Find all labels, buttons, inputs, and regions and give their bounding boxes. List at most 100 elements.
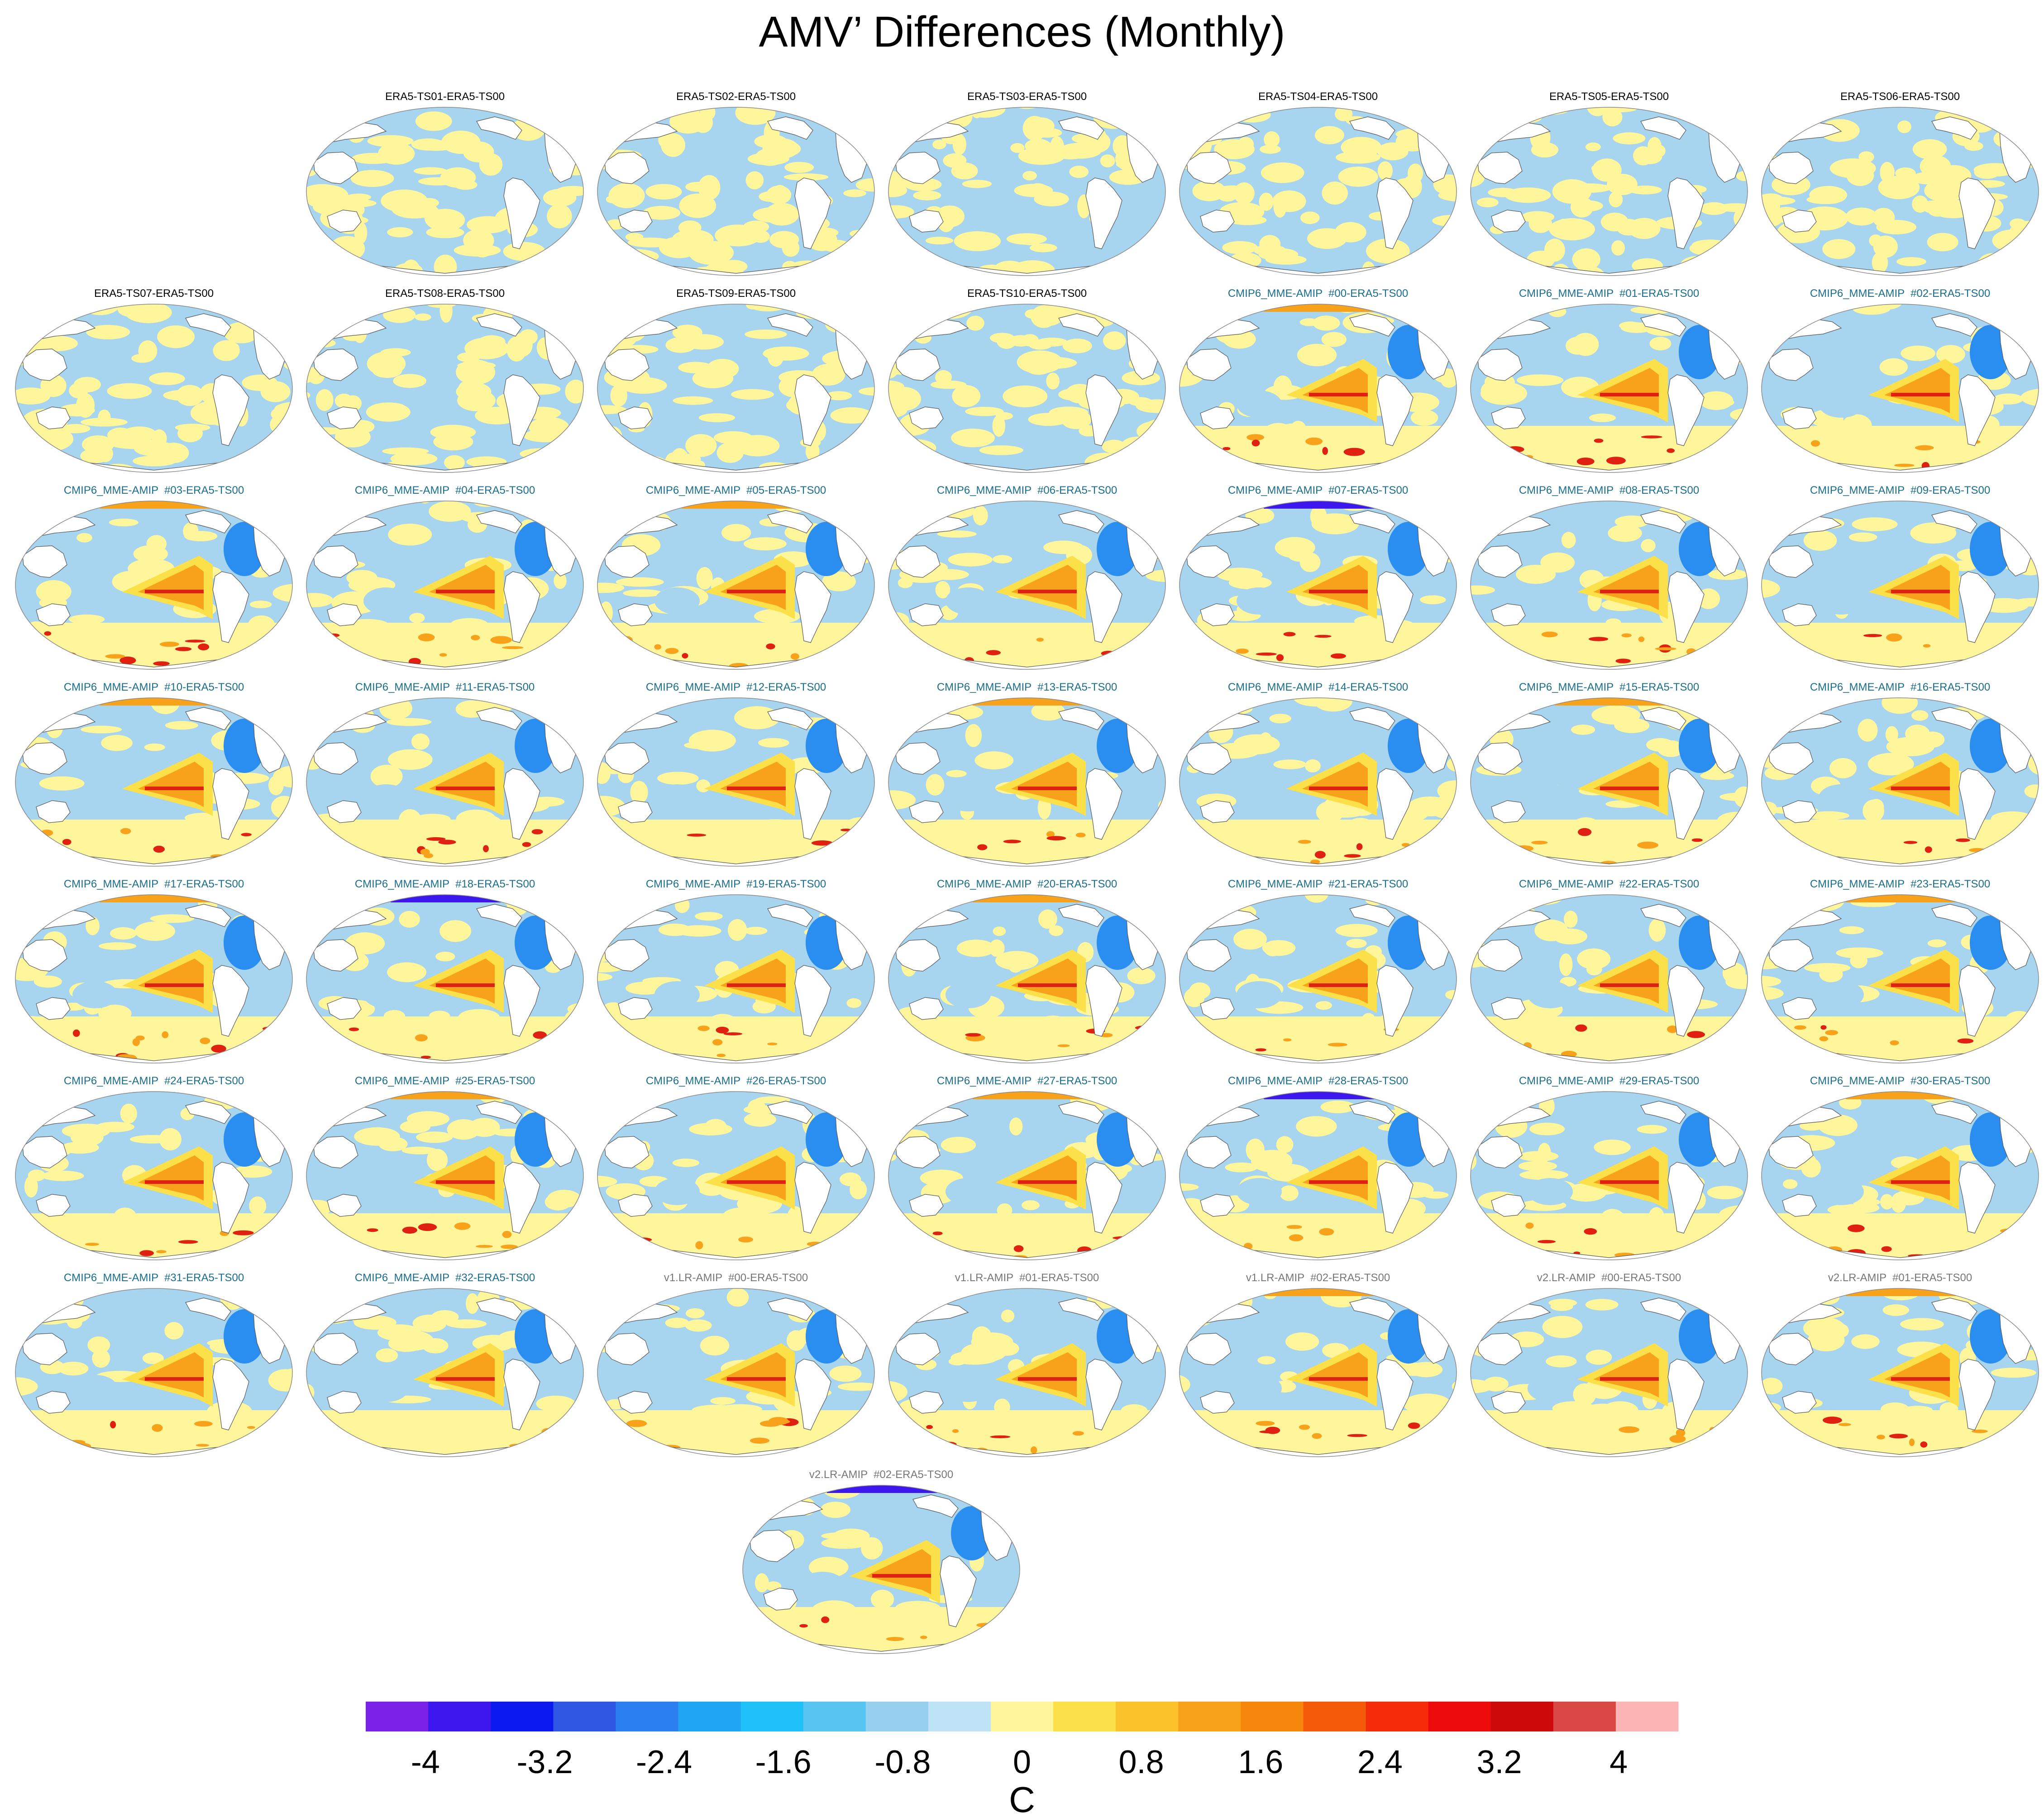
panel-title: CMIP6_MME-AMIP #09-ERA5-TS00 [1810, 484, 1991, 496]
map-border [306, 304, 584, 473]
world-map [306, 1091, 584, 1260]
map-border [1761, 1288, 2039, 1457]
colorbar-tick-label: -0.8 [874, 1744, 931, 1780]
map-panel: CMIP6_MME-AMIP #02-ERA5-TS00 [1755, 287, 2044, 477]
colorbar-bin [1366, 1702, 1429, 1731]
map-border [306, 1288, 584, 1457]
map-border [597, 1091, 875, 1260]
colorbar-tick-label: 4 [1609, 1744, 1628, 1780]
panel-title: v2.LR-AMIP #02-ERA5-TS00 [809, 1469, 954, 1481]
panel-title: CMIP6_MME-AMIP #21-ERA5-TS00 [1227, 878, 1409, 890]
world-map [1179, 107, 1457, 276]
colorbar-bin [1428, 1702, 1491, 1731]
world-map [306, 501, 584, 670]
panel-title: ERA5-TS05-ERA5-TS00 [1549, 91, 1669, 103]
map-panel: v2.LR-AMIP #01-ERA5-TS00 [1755, 1272, 2044, 1462]
colorbar-bin [616, 1702, 678, 1731]
world-map [306, 304, 584, 473]
map-border [1470, 697, 1748, 867]
panel-title: CMIP6_MME-AMIP #03-ERA5-TS00 [63, 484, 244, 496]
map-border [597, 1288, 875, 1457]
map-panel: CMIP6_MME-AMIP #29-ERA5-TS00 [1464, 1075, 1754, 1265]
world-map [306, 894, 584, 1063]
panel-title: CMIP6_MME-AMIP #27-ERA5-TS00 [936, 1075, 1118, 1087]
map-panel: CMIP6_MME-AMIP #00-ERA5-TS00 [1173, 287, 1463, 477]
colorbar-bin [428, 1702, 491, 1731]
world-map [1179, 697, 1457, 867]
panel-title: CMIP6_MME-AMIP #31-ERA5-TS00 [63, 1272, 244, 1284]
world-map [1761, 304, 2039, 473]
colorbar-bin [740, 1702, 804, 1731]
map-panel: ERA5-TS05-ERA5-TS00 [1464, 91, 1754, 281]
panel-title: ERA5-TS07-ERA5-TS00 [94, 287, 214, 300]
colorbar-bin [1241, 1702, 1304, 1731]
panel-title: v2.LR-AMIP #01-ERA5-TS00 [1828, 1272, 1972, 1284]
colorbar-tick-label: -2.4 [636, 1744, 692, 1780]
map-border [1470, 501, 1748, 670]
colorbar-tick-label: 0 [1013, 1744, 1031, 1780]
colorbar-tick-label: 2.4 [1357, 1744, 1403, 1780]
map-panel: CMIP6_MME-AMIP #13-ERA5-TS00 [882, 681, 1172, 871]
panel-title: CMIP6_MME-AMIP #22-ERA5-TS00 [1519, 878, 1700, 890]
map-panel: v2.LR-AMIP #02-ERA5-TS00 [736, 1469, 1026, 1659]
map-border [742, 1485, 1020, 1654]
colorbar-bin [1303, 1702, 1366, 1731]
map-panel: CMIP6_MME-AMIP #26-ERA5-TS00 [591, 1075, 881, 1265]
colorbar-bin [491, 1702, 554, 1731]
map-border [888, 1288, 1166, 1457]
map-border [597, 894, 875, 1063]
world-map [306, 1288, 584, 1457]
world-map [597, 1288, 875, 1457]
map-panel: CMIP6_MME-AMIP #15-ERA5-TS00 [1464, 681, 1754, 871]
map-panel: CMIP6_MME-AMIP #30-ERA5-TS00 [1755, 1075, 2044, 1265]
map-border [15, 894, 293, 1063]
panel-title: CMIP6_MME-AMIP #10-ERA5-TS00 [63, 681, 244, 693]
colorbar-tick-label: 0.8 [1119, 1744, 1164, 1780]
map-panel: ERA5-TS10-ERA5-TS00 [882, 287, 1172, 477]
map-border [1761, 501, 2039, 670]
map-border [1179, 894, 1457, 1063]
panel-title: ERA5-TS09-ERA5-TS00 [676, 287, 796, 300]
world-map [888, 1288, 1166, 1457]
world-map [1470, 107, 1748, 276]
world-map [888, 697, 1166, 867]
map-panel: CMIP6_MME-AMIP #18-ERA5-TS00 [300, 878, 590, 1068]
map-panel: CMIP6_MME-AMIP #22-ERA5-TS00 [1464, 878, 1754, 1068]
panel-title: ERA5-TS01-ERA5-TS00 [385, 91, 505, 103]
colorbar-tick-label: -4 [411, 1744, 440, 1780]
map-border [306, 501, 584, 670]
panel-title: CMIP6_MME-AMIP #28-ERA5-TS00 [1227, 1075, 1409, 1087]
colorbar-tick-label: -3.2 [516, 1744, 573, 1780]
map-border [306, 894, 584, 1063]
panel-title: ERA5-TS10-ERA5-TS00 [967, 287, 1087, 300]
map-border [1761, 1091, 2039, 1260]
panel-title: CMIP6_MME-AMIP #17-ERA5-TS00 [63, 878, 244, 890]
panel-title: CMIP6_MME-AMIP #20-ERA5-TS00 [936, 878, 1118, 890]
panel-title: ERA5-TS04-ERA5-TS00 [1258, 91, 1378, 103]
colorbar-bin [1490, 1702, 1554, 1731]
map-panel: CMIP6_MME-AMIP #24-ERA5-TS00 [9, 1075, 299, 1265]
map-panel: ERA5-TS04-ERA5-TS00 [1173, 91, 1463, 281]
world-map [1470, 1091, 1748, 1260]
panel-title: CMIP6_MME-AMIP #25-ERA5-TS00 [354, 1075, 535, 1087]
map-panel: v1.LR-AMIP #02-ERA5-TS00 [1173, 1272, 1463, 1462]
panel-title: ERA5-TS06-ERA5-TS00 [1840, 91, 1960, 103]
colorbar-bin [928, 1702, 991, 1731]
map-panel: ERA5-TS03-ERA5-TS00 [882, 91, 1172, 281]
map-border [1761, 304, 2039, 473]
map-panel: CMIP6_MME-AMIP #14-ERA5-TS00 [1173, 681, 1463, 871]
world-map [1179, 894, 1457, 1063]
panel-title: CMIP6_MME-AMIP #29-ERA5-TS00 [1519, 1075, 1700, 1087]
colorbar-bin [678, 1702, 741, 1731]
map-panel: CMIP6_MME-AMIP #08-ERA5-TS00 [1464, 484, 1754, 674]
colorbar-tick-label: 3.2 [1476, 1744, 1522, 1780]
world-map [597, 501, 875, 670]
map-panel: CMIP6_MME-AMIP #10-ERA5-TS00 [9, 681, 299, 871]
map-panel: CMIP6_MME-AMIP #28-ERA5-TS00 [1173, 1075, 1463, 1265]
map-panel: v1.LR-AMIP #01-ERA5-TS00 [882, 1272, 1172, 1462]
panel-title: ERA5-TS08-ERA5-TS00 [385, 287, 505, 300]
panel-title: v1.LR-AMIP #01-ERA5-TS00 [955, 1272, 1099, 1284]
world-map [1470, 894, 1748, 1063]
map-panel: CMIP6_MME-AMIP #09-ERA5-TS00 [1755, 484, 2044, 674]
colorbar-bin [1615, 1702, 1679, 1731]
